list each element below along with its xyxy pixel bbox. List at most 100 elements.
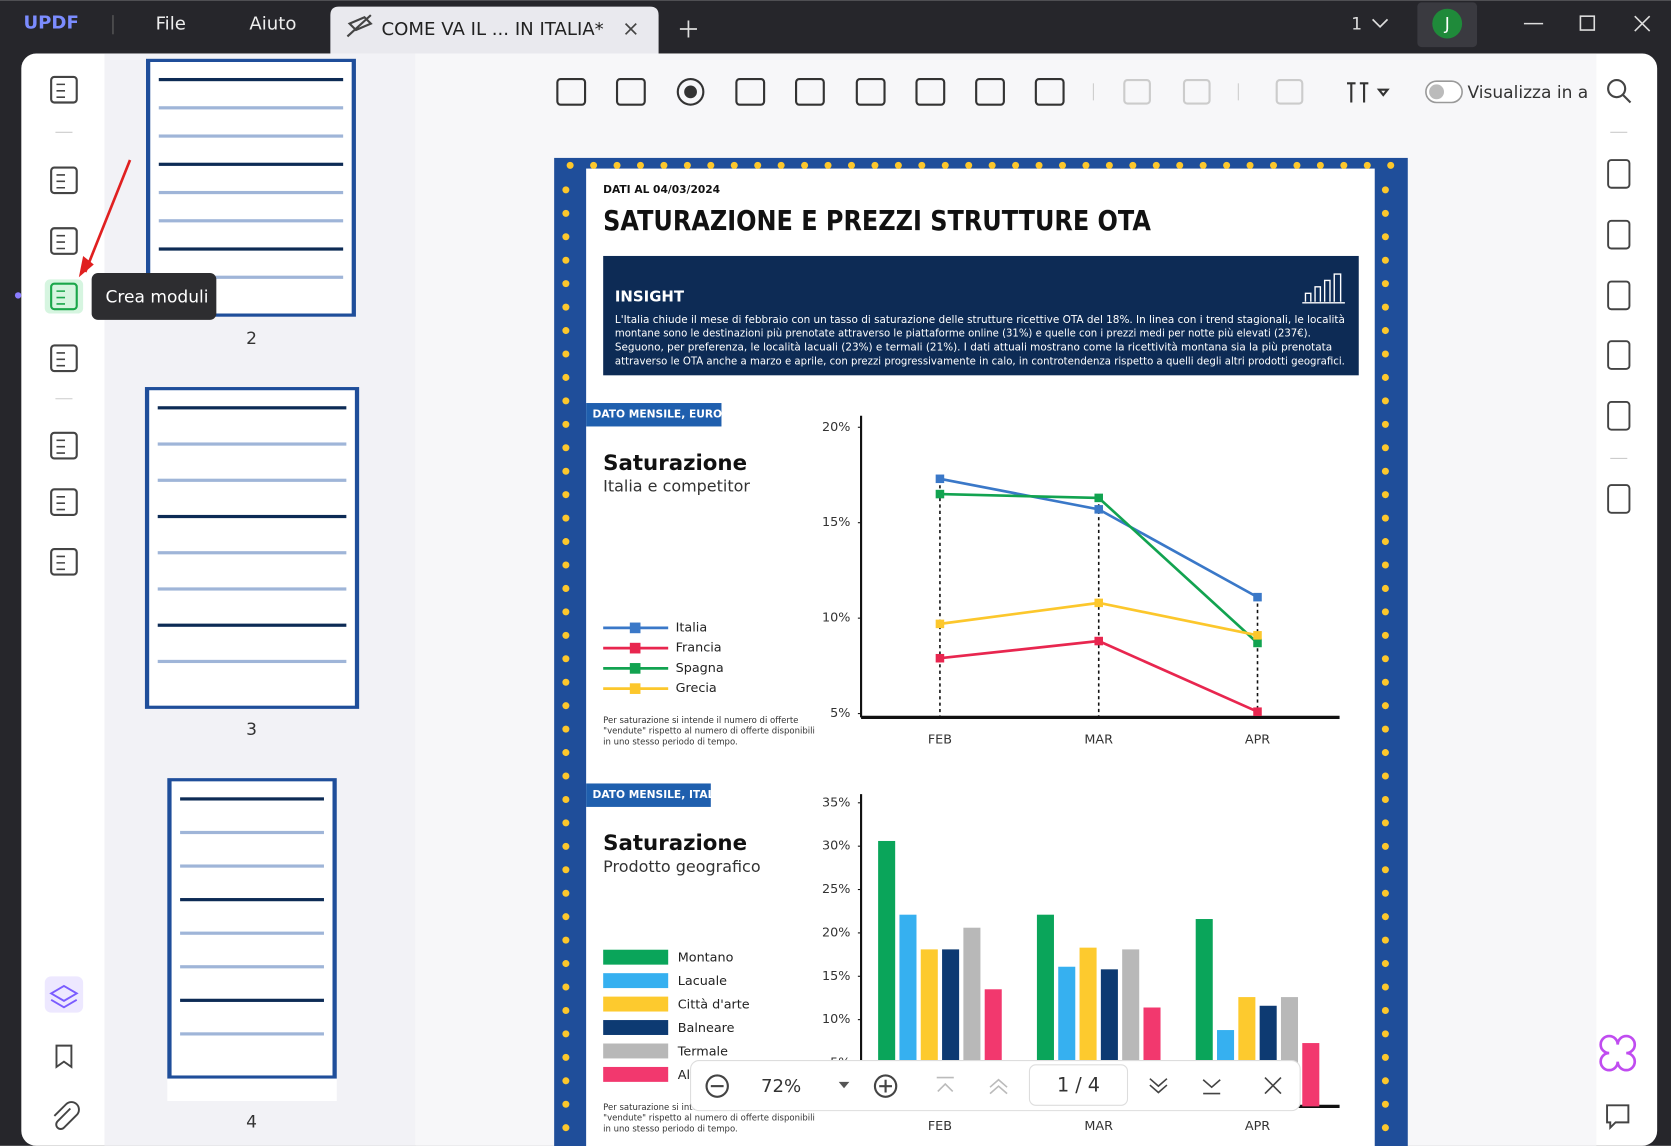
attach-icon[interactable] xyxy=(53,1101,80,1130)
thumb-line xyxy=(158,219,344,223)
tool-icon[interactable] xyxy=(1607,484,1631,514)
tool-icon[interactable] xyxy=(1607,219,1631,250)
maximize[interactable] xyxy=(1579,15,1596,31)
search-icon[interactable] xyxy=(1607,79,1627,99)
border-dot xyxy=(1381,866,1389,874)
tool-icon[interactable] xyxy=(735,77,766,106)
tooltip xyxy=(91,273,217,320)
tool-icon[interactable] xyxy=(50,431,78,460)
annotation-arrow xyxy=(84,159,132,273)
legend-marker xyxy=(629,622,641,634)
tool-icon[interactable] xyxy=(50,166,78,195)
new-tab[interactable] xyxy=(679,20,697,38)
tool-icon[interactable] xyxy=(1034,77,1065,106)
next-last-close[interactable] xyxy=(1149,1077,1282,1095)
border-dot xyxy=(1246,161,1254,169)
border-dot xyxy=(777,161,785,169)
section-tag xyxy=(586,783,711,807)
border-dot xyxy=(562,866,570,874)
border-dot xyxy=(1387,161,1395,169)
page-selector[interactable]: 1 xyxy=(1351,15,1362,35)
tool-icon[interactable] xyxy=(50,547,78,576)
doc-date: DATI AL 04/03/2024 xyxy=(603,183,720,196)
y-tick-label: 5% xyxy=(830,706,850,721)
thumb-line xyxy=(157,478,347,482)
tool-icon[interactable] xyxy=(855,77,886,106)
tool-icon[interactable] xyxy=(915,77,946,106)
thumb-line xyxy=(158,77,344,82)
zoom-bar: 72% 1 / 4 xyxy=(690,1060,1301,1112)
border-dot xyxy=(1381,420,1389,428)
chart-note: Per saturazione si intende il numero di … xyxy=(603,716,798,726)
border-dot xyxy=(562,655,570,663)
border-dot xyxy=(1381,584,1389,592)
bookmark-icon[interactable] xyxy=(55,1044,73,1069)
border-dot xyxy=(562,280,570,288)
tool-icon[interactable] xyxy=(975,77,1005,106)
tool-icon[interactable] xyxy=(615,77,646,106)
border-dot xyxy=(1381,1030,1389,1038)
thumb-line xyxy=(158,247,344,251)
tab-close[interactable] xyxy=(624,23,637,35)
border-dot xyxy=(562,491,570,499)
tool-icon[interactable] xyxy=(50,227,78,255)
tool-icon-detail xyxy=(56,496,66,511)
section-tag-text: DATO MENSILE, ITALIA xyxy=(593,788,728,801)
tool-icon[interactable] xyxy=(50,488,78,516)
thumb-line xyxy=(157,659,347,664)
tool-icon[interactable] xyxy=(50,344,78,373)
tool-icon-detail xyxy=(56,439,66,454)
user-initial: J xyxy=(1444,15,1450,35)
layers-icon[interactable] xyxy=(49,984,79,1009)
indicator xyxy=(14,292,22,299)
tool-icon[interactable] xyxy=(1607,159,1631,189)
border-dot xyxy=(824,161,832,169)
zoom-dropdown[interactable] xyxy=(838,1081,850,1089)
toggle-knob xyxy=(1429,84,1445,100)
thumb-line xyxy=(158,275,344,279)
zoom-level[interactable]: 72% xyxy=(761,1076,801,1097)
thumb-line xyxy=(157,406,347,410)
legend-label: Grecia xyxy=(676,681,717,696)
comment-icon[interactable] xyxy=(1606,1104,1630,1131)
border-dot xyxy=(562,725,570,733)
border-dot xyxy=(562,186,570,194)
zoom-in[interactable] xyxy=(873,1074,898,1098)
border-dot xyxy=(1381,772,1389,780)
arrow-head xyxy=(78,255,94,278)
tool-icon[interactable] xyxy=(676,77,705,106)
insight-line: montane sono le destinazioni più prenota… xyxy=(615,327,1311,340)
y-tick-label: 25% xyxy=(822,882,850,897)
menu-file[interactable]: File xyxy=(156,14,186,35)
tab[interactable] xyxy=(330,6,659,54)
thumbnails: 2 3 4 xyxy=(144,58,360,1132)
tool-icon[interactable] xyxy=(50,75,78,104)
thumb-page xyxy=(150,62,352,314)
tool-icon[interactable] xyxy=(1607,400,1631,431)
section-tag xyxy=(586,403,722,427)
insight-line: Seguono, per preferenza, le località lac… xyxy=(615,341,1332,354)
chart-subheading: Italia e competitor xyxy=(603,477,750,496)
point-marker xyxy=(1094,598,1103,608)
tool-icon[interactable] xyxy=(50,282,78,311)
tool-icon[interactable] xyxy=(556,77,587,106)
tool-icon[interactable] xyxy=(795,77,825,106)
border-dot xyxy=(1381,1124,1389,1132)
thumb-page xyxy=(171,781,333,1076)
close[interactable] xyxy=(1634,15,1651,32)
page-indicator[interactable]: 1 / 4 xyxy=(1057,1074,1100,1097)
zoom-out[interactable] xyxy=(705,1074,729,1098)
tool-icon[interactable] xyxy=(1607,340,1631,370)
border-dot xyxy=(562,795,570,803)
chart-heading: Saturazione xyxy=(603,831,747,856)
border-dot xyxy=(636,161,644,169)
menu-help[interactable]: Aiuto xyxy=(249,14,296,35)
tooltip-text: Crea moduli xyxy=(106,288,209,308)
first-prev-page[interactable] xyxy=(936,1076,1008,1095)
legend-swatch xyxy=(603,949,669,965)
tool-icon[interactable] xyxy=(1607,280,1631,311)
y-tick-label: 20% xyxy=(822,925,850,940)
tools-icon[interactable] xyxy=(1347,82,1390,103)
tool-icon-disabled xyxy=(1275,79,1304,105)
ai-icon[interactable] xyxy=(1599,1034,1637,1072)
